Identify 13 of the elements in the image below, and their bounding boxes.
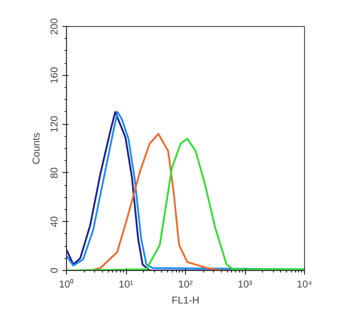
x-tick-label: 10³ [238,280,253,290]
y-axis-title: Counts [32,132,42,164]
y-tick-label: 40 [50,216,60,228]
x-tick-label: 10¹ [118,280,134,290]
x-tick-label: 10⁰ [58,278,74,290]
y-tick-label: 200 [50,18,60,35]
x-tick-label: 10² [178,280,194,290]
x-tick-label: 10⁴ [296,280,312,290]
x-axis-title: FL1-H [172,296,200,306]
y-tick-label: 160 [50,66,60,84]
y-tick-label: 0 [50,267,60,274]
y-tick-label: 120 [50,115,60,132]
y-tick-label: 80 [50,166,60,178]
